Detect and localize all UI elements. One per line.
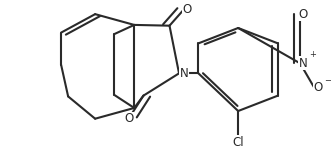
Text: N: N	[299, 57, 308, 70]
Text: O: O	[298, 8, 307, 21]
Text: N: N	[179, 67, 188, 80]
Text: O: O	[182, 3, 192, 16]
Text: Cl: Cl	[232, 136, 244, 149]
Text: −: −	[324, 76, 331, 85]
Text: O: O	[124, 112, 133, 125]
Text: O: O	[313, 81, 323, 95]
Text: +: +	[309, 50, 316, 59]
